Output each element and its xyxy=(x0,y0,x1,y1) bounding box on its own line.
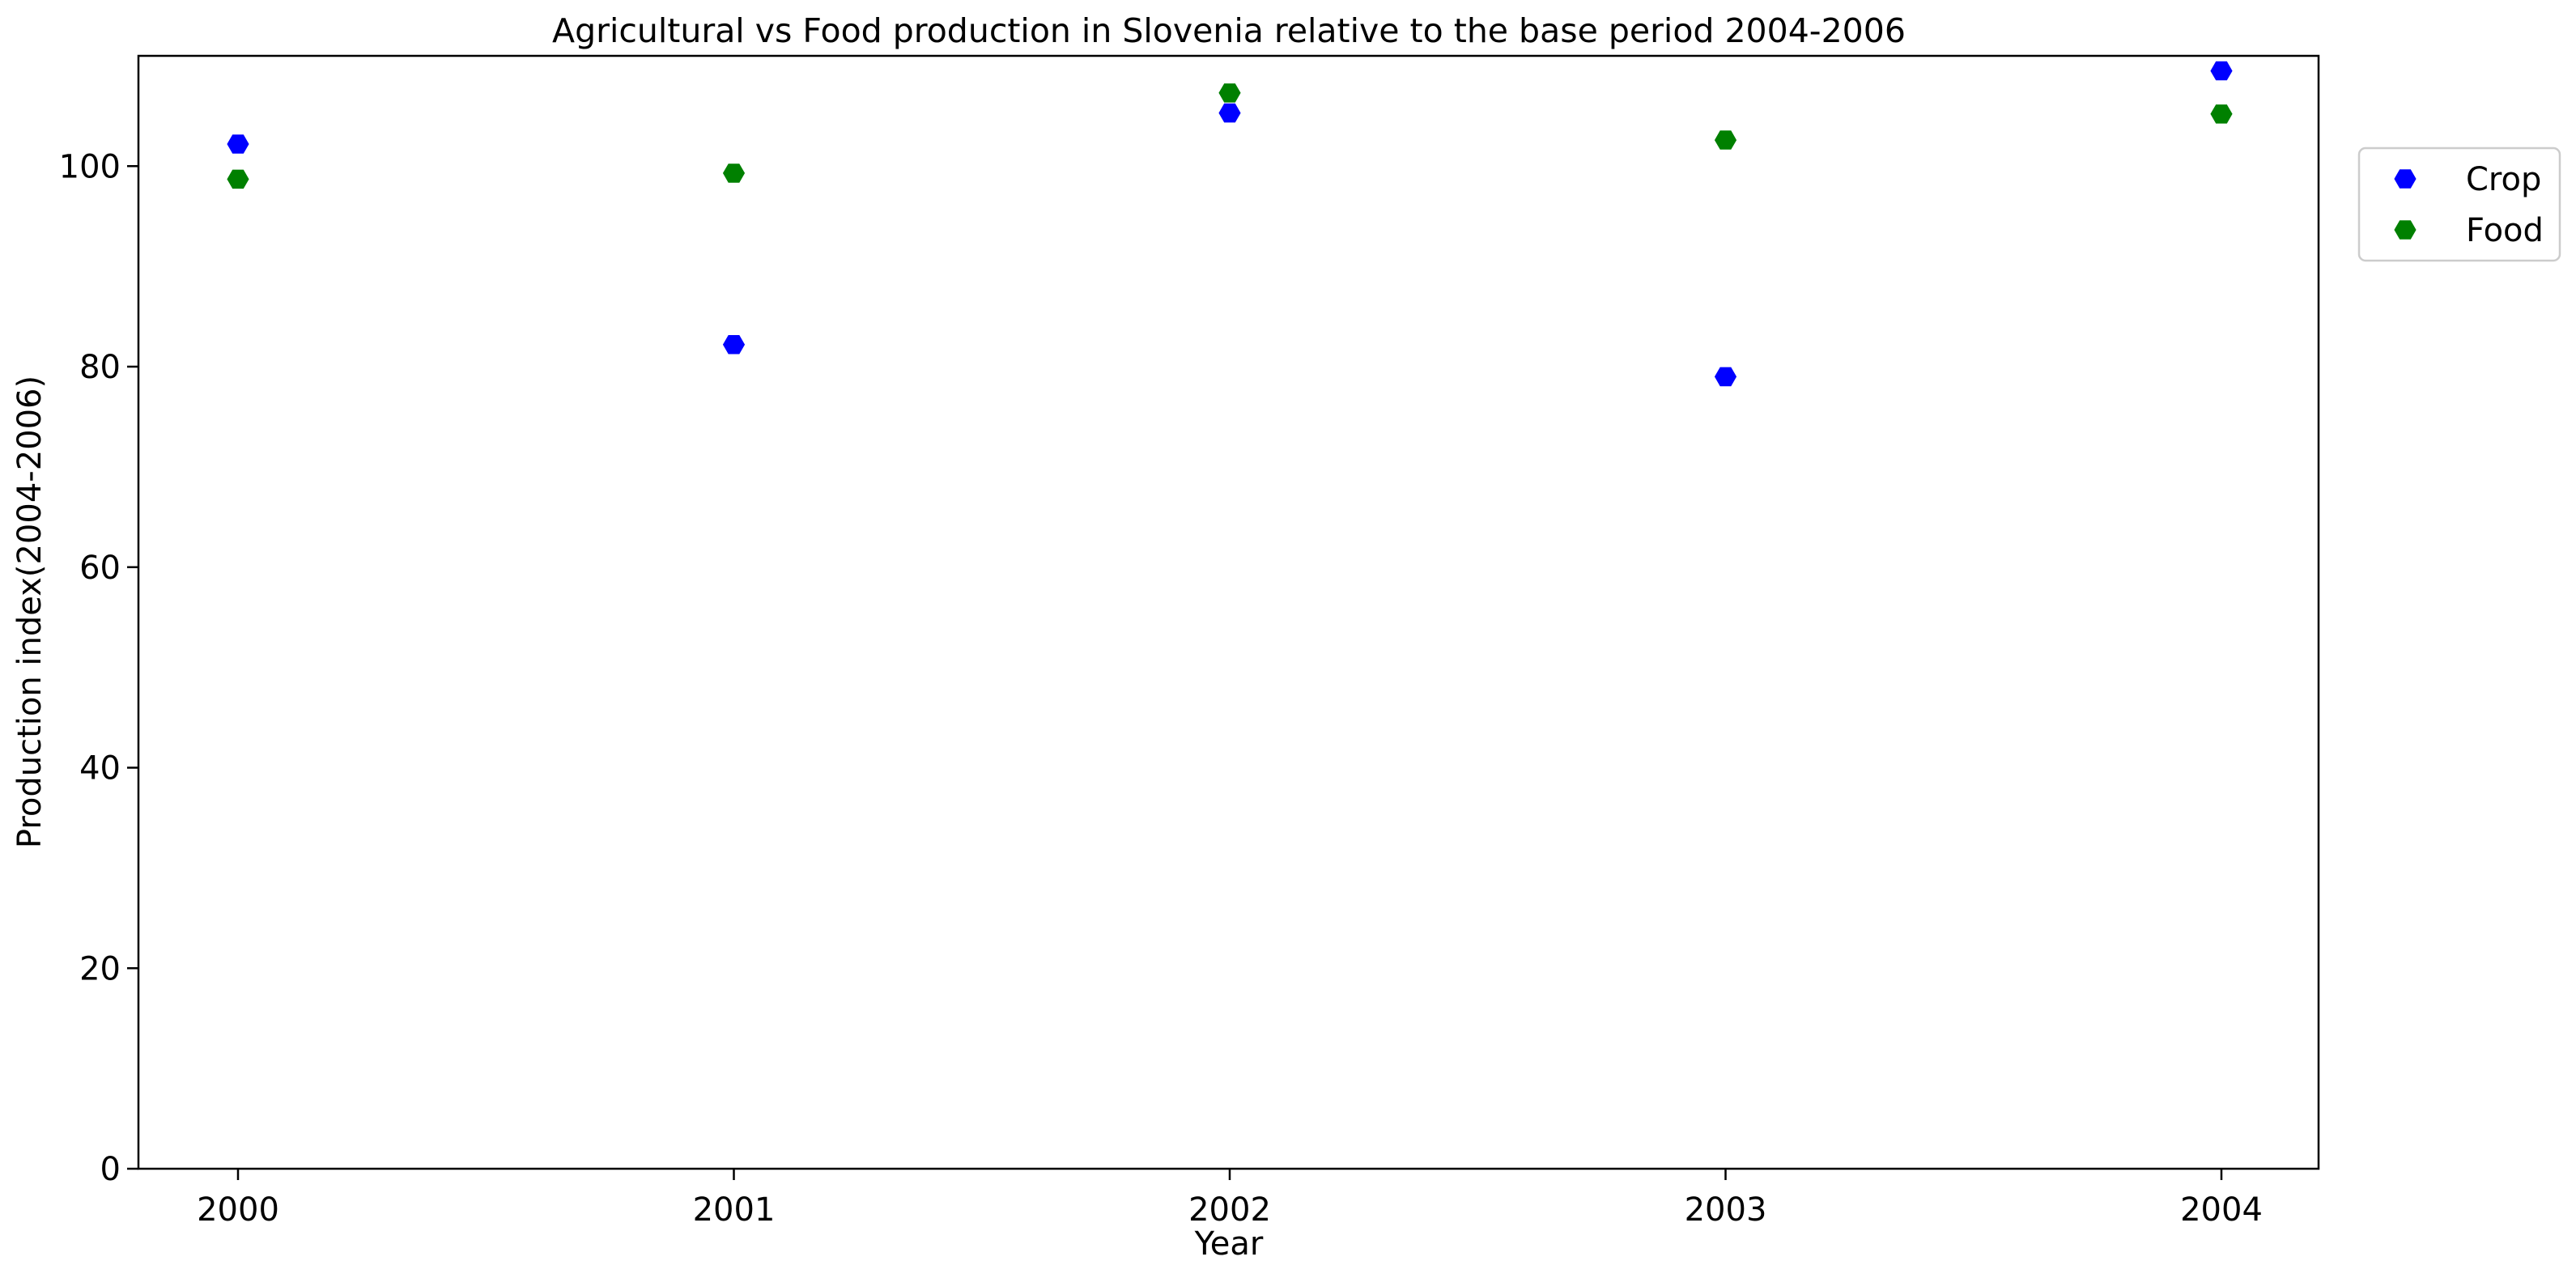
y-tick-label: 100 xyxy=(59,148,121,185)
data-point-crop xyxy=(227,134,249,154)
x-axis-title: Year xyxy=(1194,1225,1264,1263)
x-tick-label: 2002 xyxy=(1188,1191,1271,1229)
y-axis-title: Production index(2004-2006) xyxy=(11,376,49,848)
data-points xyxy=(227,61,2233,387)
y-tick-label: 20 xyxy=(79,950,121,987)
y-tick-label: 80 xyxy=(79,349,121,386)
x-tick-label: 2003 xyxy=(1685,1191,1767,1229)
x-tick-label: 2000 xyxy=(197,1191,279,1229)
legend: Crop Food xyxy=(2357,146,2561,262)
chart-title: Agricultural vs Food production in Slove… xyxy=(552,11,1906,50)
data-point-crop xyxy=(2210,61,2233,81)
legend-marker-food xyxy=(2394,220,2417,240)
legend-marker-crop xyxy=(2394,169,2417,189)
data-point-food xyxy=(722,163,746,183)
data-point-food xyxy=(1714,130,1737,150)
data-point-food xyxy=(1218,83,1241,103)
x-tick-label: 2001 xyxy=(693,1191,776,1229)
legend-label-food: Food xyxy=(2466,212,2544,249)
plot-area-frame xyxy=(137,54,2320,1170)
y-tick-label: 60 xyxy=(79,550,121,587)
x-tick-label: 2004 xyxy=(2180,1191,2263,1229)
y-tick-label: 40 xyxy=(79,750,121,788)
legend-label-crop: Crop xyxy=(2466,161,2541,198)
y-tick-label: 0 xyxy=(100,1151,121,1188)
data-point-food xyxy=(2210,104,2233,124)
data-point-food xyxy=(227,169,249,189)
axes-ticks: 2000 2001 2002 2003 2004 0 20 40 60 80 100 xyxy=(59,148,2263,1229)
data-point-crop xyxy=(1714,367,1737,387)
data-point-crop xyxy=(722,335,746,355)
data-point-crop xyxy=(1218,103,1241,123)
